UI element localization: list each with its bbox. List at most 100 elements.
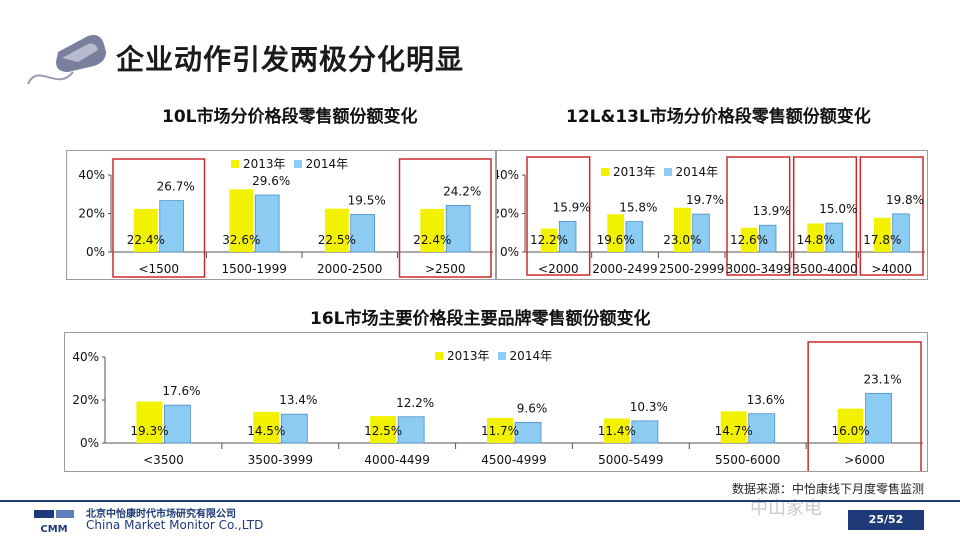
data-label-2013: 19.6% bbox=[597, 233, 635, 247]
data-label-2014: 17.6% bbox=[162, 384, 200, 398]
y-tick-label: 20% bbox=[72, 393, 99, 407]
highlight-box bbox=[526, 156, 591, 276]
chart-svg-10l: 40% 20% 0% 22.4% 26.7% <1500 32.6% 29.6% 1500-19… bbox=[78, 158, 493, 278]
data-label-2014: 13.4% bbox=[279, 393, 317, 407]
company-name-en: China Market Monitor Co.,LTD bbox=[86, 518, 264, 532]
legend-label-2013: 2013年 bbox=[243, 157, 286, 171]
legend-swatch-2013 bbox=[231, 159, 239, 168]
watermark-text: 中山家电 bbox=[750, 498, 822, 519]
x-tick-label: >4000 bbox=[871, 262, 912, 276]
bar-2013 bbox=[136, 401, 163, 443]
legend-swatch-2013 bbox=[601, 167, 609, 176]
bar-2014 bbox=[159, 200, 185, 253]
highlight-box bbox=[398, 158, 492, 278]
x-tick-label: <2000 bbox=[538, 262, 579, 276]
y-tick-label: 0% bbox=[86, 245, 105, 259]
data-label-2014: 19.8% bbox=[886, 193, 924, 207]
bar-2013 bbox=[807, 223, 824, 252]
x-tick-label: 2000-2500 bbox=[317, 262, 382, 276]
data-label-2014: 24.2% bbox=[443, 184, 481, 198]
company-name-cn: 北京中怡康时代市场研究有限公司 bbox=[86, 509, 236, 520]
data-label-2013: 17.8% bbox=[863, 233, 901, 247]
data-label-2013: 23.0% bbox=[663, 233, 701, 247]
bar-2013 bbox=[229, 189, 254, 252]
x-tick-label: 3000-3499 bbox=[726, 262, 791, 276]
x-tick-label: 2500-2999 bbox=[659, 262, 724, 276]
data-label-2013: 16.0% bbox=[832, 424, 870, 438]
bar-2014 bbox=[631, 420, 659, 444]
data-label-2014: 13.9% bbox=[753, 204, 791, 218]
cmm-logo-text: CMM bbox=[40, 524, 67, 535]
bar-2014 bbox=[748, 413, 776, 444]
bar-2014 bbox=[758, 224, 777, 253]
highlight-box bbox=[792, 156, 858, 276]
legend-swatch-2014 bbox=[293, 159, 302, 168]
data-label-2013: 11.7% bbox=[481, 424, 519, 438]
bar-2014 bbox=[280, 413, 308, 444]
legend-10l: 2013年 2014年 bbox=[231, 155, 348, 172]
bar-2013 bbox=[540, 228, 558, 252]
bar-2014 bbox=[254, 194, 280, 253]
legend-swatch-2014 bbox=[663, 167, 672, 176]
bar-2013 bbox=[740, 227, 758, 252]
data-label-2013: 12.2% bbox=[530, 233, 568, 247]
x-tick-label: 1500-1999 bbox=[222, 262, 287, 276]
legend-swatch-2014 bbox=[497, 351, 506, 360]
bar-2013 bbox=[370, 416, 397, 443]
data-label-2014: 19.7% bbox=[686, 193, 724, 207]
legend-label-2013: 2013年 bbox=[613, 165, 656, 179]
bar-2014 bbox=[692, 213, 710, 253]
cmm-logo-icon: CMM bbox=[30, 506, 78, 536]
chart-title-16l: 16L市场主要价格段主要品牌零售额份额变化 bbox=[310, 309, 651, 329]
x-tick-label: 3500-4000 bbox=[792, 262, 857, 276]
x-tick-label: 2000-2499 bbox=[592, 262, 657, 276]
x-tick-label: <3500 bbox=[143, 453, 184, 467]
data-label-2013: 22.4% bbox=[413, 233, 451, 247]
bar-2014 bbox=[397, 416, 425, 444]
bar-2014 bbox=[514, 421, 542, 444]
data-label-2013: 22.5% bbox=[318, 233, 356, 247]
legend-label-2014: 2014年 bbox=[675, 165, 719, 179]
data-label-2014: 9.6% bbox=[517, 401, 548, 415]
data-label-2013: 19.3% bbox=[130, 424, 168, 438]
x-tick-label: 4500-4999 bbox=[481, 453, 546, 467]
bar-2014 bbox=[865, 392, 892, 444]
page-number: 25/52 bbox=[848, 510, 924, 530]
y-tick-label: 40% bbox=[72, 350, 99, 364]
bar-2013 bbox=[674, 207, 691, 252]
y-tick-label: 0% bbox=[500, 245, 519, 259]
bar-2013 bbox=[837, 408, 864, 443]
y-tick-label: 20% bbox=[78, 207, 105, 221]
bar-2014 bbox=[892, 213, 910, 253]
chart-svg-12l: 40% 20% 0% 12.2% 15.9% <2000 19.6% 15.8% 2000-24… bbox=[497, 156, 925, 276]
legend-label-2014: 2014年 bbox=[305, 157, 349, 171]
bar-2014 bbox=[625, 221, 644, 253]
legend-label-2013: 2013年 bbox=[447, 349, 490, 363]
bar-2014 bbox=[558, 220, 577, 253]
x-tick-label: >6000 bbox=[844, 453, 885, 467]
highlight-box bbox=[859, 156, 924, 276]
data-label-2013: 32.6% bbox=[222, 233, 260, 247]
bar-2013 bbox=[720, 411, 747, 443]
highlight-box bbox=[807, 341, 922, 471]
legend-12l: 2013年 2014年 bbox=[601, 163, 718, 180]
bar-2014 bbox=[164, 404, 191, 444]
data-label-2014: 19.5% bbox=[348, 193, 386, 207]
legend-swatch-2013 bbox=[435, 351, 443, 360]
chart-title-12l: 12L&13L市场分价格段零售额份额变化 bbox=[566, 107, 871, 127]
data-label-2013: 12.6% bbox=[730, 233, 768, 247]
data-label-2013: 14.7% bbox=[715, 424, 753, 438]
data-label-2014: 15.8% bbox=[619, 201, 657, 215]
y-tick-label: 40% bbox=[78, 168, 105, 182]
bar-2013 bbox=[874, 217, 891, 252]
x-tick-label: >2500 bbox=[425, 262, 466, 276]
y-tick-label: 0% bbox=[80, 436, 99, 450]
x-tick-label: <1500 bbox=[138, 262, 179, 276]
data-label-2014: 15.0% bbox=[819, 202, 857, 216]
bar-2013 bbox=[607, 214, 624, 252]
data-label-2014: 26.7% bbox=[157, 180, 195, 194]
bar-2014 bbox=[350, 214, 376, 253]
chart-title-10l: 10L市场分价格段零售额份额变化 bbox=[162, 107, 418, 127]
data-label-2013: 11.4% bbox=[598, 424, 636, 438]
x-tick-label: 5000-5499 bbox=[598, 453, 663, 467]
